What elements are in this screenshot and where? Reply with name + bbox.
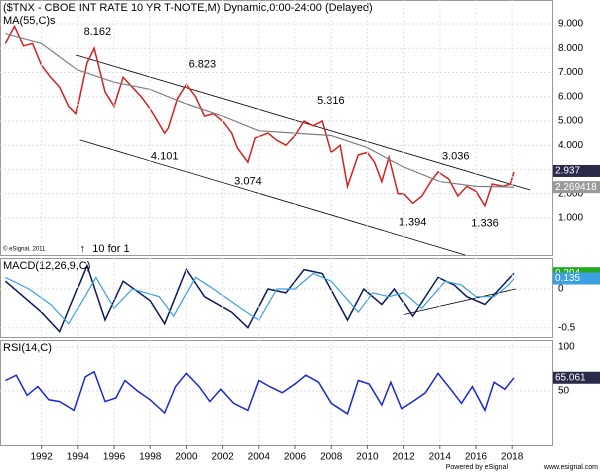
x-tick-label: 1996 xyxy=(103,452,126,463)
y-tick-label: 2.000 xyxy=(558,188,583,199)
series-line xyxy=(5,370,515,416)
last-value-label: 0.135 xyxy=(555,273,580,284)
y-tick-label: 1.000 xyxy=(558,213,583,224)
x-tick-label: 2014 xyxy=(429,452,452,463)
copyright: © eSignal, 2011 xyxy=(3,246,46,253)
x-tick-label: 2000 xyxy=(175,452,198,463)
trendline xyxy=(403,288,516,315)
note-arrow: ↑ xyxy=(80,243,86,255)
y-tick-label: -0.5 xyxy=(558,322,576,333)
y-tick-label: 50 xyxy=(558,386,570,397)
y-tick-label: 100 xyxy=(558,342,575,353)
last-value-box xyxy=(553,272,600,285)
panel-frame xyxy=(0,0,553,256)
y-tick-label: 4.000 xyxy=(558,140,583,151)
trough-label: 3.074 xyxy=(234,176,262,188)
last-value-box xyxy=(553,164,600,177)
panel-frame xyxy=(0,340,553,446)
x-tick-label: 2010 xyxy=(356,452,379,463)
series-line xyxy=(5,272,515,325)
x-tick-label: 1992 xyxy=(31,452,54,463)
trendline xyxy=(79,139,466,256)
panel-frame xyxy=(0,258,553,338)
note: 10 for 1 xyxy=(92,243,129,255)
x-tick-label: 2016 xyxy=(465,452,488,463)
last-value-box xyxy=(553,371,600,384)
x-tick-label: 2006 xyxy=(284,452,307,463)
x-tick-label: 2012 xyxy=(392,452,415,463)
trough-label: 1.394 xyxy=(399,216,427,228)
series-line xyxy=(5,33,515,188)
y-tick-label: 0 xyxy=(558,284,564,295)
trough-label: 4.101 xyxy=(151,151,179,163)
x-tick-label: 2008 xyxy=(320,452,343,463)
x-tick-label: 1994 xyxy=(67,452,90,463)
last-value-label: 2.937 xyxy=(555,166,580,177)
y-tick-label: 6.000 xyxy=(558,91,583,102)
peak-label: 6.823 xyxy=(189,59,217,71)
x-tick-label: 1998 xyxy=(139,452,162,463)
footer: Powered by eSignal xyxy=(446,464,509,471)
panel-title: ($TNX - CBOE INT RATE 10 YR T-NOTE,M) Dy… xyxy=(3,2,373,14)
panel-subtitle: MA(55,C)s xyxy=(3,15,56,27)
trough-label: 1.336 xyxy=(471,218,499,230)
x-tick-label: 2004 xyxy=(248,452,271,463)
x-tick-label: 2002 xyxy=(211,452,234,463)
last-value-label: 65.061 xyxy=(555,372,586,383)
footer: www.esignal.com xyxy=(543,464,598,471)
y-tick-label: 8.000 xyxy=(558,43,583,54)
last-value-box xyxy=(553,181,600,194)
x-tick-label: 2018 xyxy=(501,452,524,463)
last-value-label: 2.269418 xyxy=(555,182,597,193)
panel-title: RSI(14,C) xyxy=(3,342,52,354)
peak-label: 3.036 xyxy=(442,150,470,162)
peak-label: 8.162 xyxy=(84,26,112,38)
y-tick-label: 9.000 xyxy=(558,19,583,30)
panel-title: MACD(12,26,9,C) xyxy=(3,260,90,272)
y-tick-label: 7.000 xyxy=(558,67,583,78)
y-tick-label: 5.000 xyxy=(558,116,583,127)
